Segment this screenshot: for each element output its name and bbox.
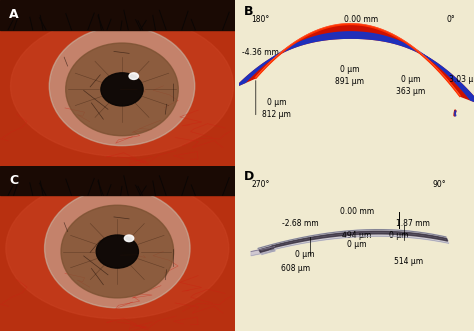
Ellipse shape bbox=[101, 73, 143, 106]
Text: 0 μm: 0 μm bbox=[389, 230, 409, 240]
Polygon shape bbox=[251, 247, 274, 256]
Text: 812 μm: 812 μm bbox=[263, 110, 292, 119]
Text: 1.87 mm: 1.87 mm bbox=[396, 219, 430, 228]
Polygon shape bbox=[455, 111, 456, 116]
Text: D: D bbox=[244, 170, 255, 183]
Text: 3.03 μm: 3.03 μm bbox=[449, 75, 474, 84]
Text: 494 μm: 494 μm bbox=[342, 230, 371, 240]
Text: 270°: 270° bbox=[251, 180, 270, 189]
Ellipse shape bbox=[124, 235, 134, 242]
Text: 0 μm: 0 μm bbox=[267, 98, 287, 107]
Text: 0.00 mm: 0.00 mm bbox=[340, 207, 374, 216]
Bar bbox=[0, 0, 235, 30]
Text: 0 μm: 0 μm bbox=[295, 250, 315, 260]
Ellipse shape bbox=[96, 235, 138, 268]
Polygon shape bbox=[454, 110, 456, 116]
Text: -4.36 mm: -4.36 mm bbox=[242, 48, 279, 58]
Text: C: C bbox=[9, 174, 18, 187]
Text: 180°: 180° bbox=[251, 15, 269, 24]
Text: 0 μm: 0 μm bbox=[340, 65, 359, 74]
Text: 0 μm: 0 μm bbox=[347, 240, 366, 250]
Polygon shape bbox=[237, 24, 474, 104]
Text: 0 μm: 0 μm bbox=[401, 75, 420, 84]
Polygon shape bbox=[259, 231, 447, 252]
Text: 363 μm: 363 μm bbox=[396, 86, 425, 96]
Polygon shape bbox=[237, 32, 474, 104]
Bar bbox=[0, 166, 235, 195]
Ellipse shape bbox=[45, 189, 190, 308]
Ellipse shape bbox=[129, 73, 138, 79]
Text: 90°: 90° bbox=[432, 180, 446, 189]
Text: B: B bbox=[244, 5, 254, 18]
Ellipse shape bbox=[61, 205, 173, 298]
Ellipse shape bbox=[10, 16, 234, 157]
Text: A: A bbox=[9, 8, 19, 21]
Ellipse shape bbox=[66, 43, 178, 136]
Text: 608 μm: 608 μm bbox=[281, 263, 310, 273]
Ellipse shape bbox=[49, 26, 195, 146]
Text: 0.00 mm: 0.00 mm bbox=[344, 15, 378, 24]
Text: 891 μm: 891 μm bbox=[335, 76, 364, 86]
Text: -2.68 mm: -2.68 mm bbox=[282, 219, 319, 228]
Text: 0°: 0° bbox=[447, 15, 455, 24]
Ellipse shape bbox=[6, 178, 229, 318]
Polygon shape bbox=[258, 230, 449, 255]
Text: 514 μm: 514 μm bbox=[394, 257, 423, 266]
